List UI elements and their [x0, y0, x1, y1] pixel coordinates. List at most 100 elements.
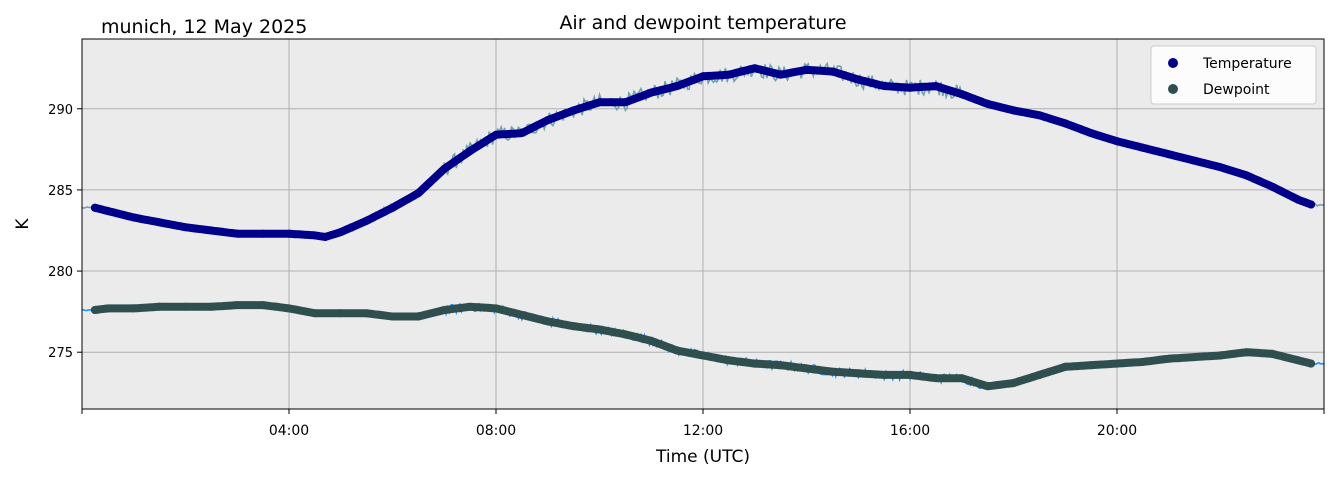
data-point-temperature [1164, 150, 1173, 159]
data-point-dewpoint [1294, 356, 1303, 365]
data-point-temperature [336, 228, 345, 237]
data-point-dewpoint [285, 304, 293, 313]
data-point-temperature [517, 129, 526, 138]
data-point-dewpoint [595, 325, 604, 334]
data-point-dewpoint [1268, 349, 1277, 358]
y-tick-label: 280 [48, 265, 73, 280]
data-point-dewpoint [310, 309, 319, 318]
data-point-temperature [595, 98, 604, 107]
data-point-temperature [1061, 119, 1070, 128]
data-point-temperature [207, 226, 216, 235]
data-point-temperature [983, 99, 992, 108]
data-point-dewpoint [673, 346, 682, 355]
x-axis-ticks: 04:00 08:00 12:00 16:00 20:00 [81, 409, 1325, 439]
data-point-temperature [957, 90, 966, 99]
y-axis-label: K [13, 218, 33, 230]
location-date-label: munich, 12 May 2025 [101, 16, 307, 38]
data-point-dewpoint [414, 312, 423, 321]
legend-box [1150, 45, 1317, 105]
data-point-dewpoint [543, 317, 552, 326]
data-point-temperature [802, 65, 811, 74]
data-point-dewpoint [569, 322, 578, 331]
data-point-temperature [1242, 171, 1251, 180]
data-point-dewpoint [906, 370, 914, 379]
data-point-dewpoint [880, 370, 889, 379]
data-point-dewpoint [983, 382, 992, 391]
data-point-dewpoint [336, 309, 345, 318]
data-point-temperature [828, 67, 837, 76]
x-tick-label: 08:00 [476, 423, 516, 439]
data-point-temperature [1216, 163, 1225, 172]
data-point-dewpoint [854, 369, 863, 378]
data-point-dewpoint [1190, 353, 1199, 362]
data-point-dewpoint [1087, 361, 1096, 370]
series-markers [90, 64, 1316, 391]
data-point-temperature [181, 223, 190, 232]
data-point-temperature [1113, 137, 1121, 146]
data-point-temperature [129, 213, 138, 222]
legend: Temperature Dewpoint [1150, 45, 1317, 105]
data-point-temperature [90, 203, 99, 212]
data-point-dewpoint [750, 359, 759, 368]
data-point-temperature [440, 164, 449, 173]
legend-marker-temperature [1168, 58, 1178, 68]
data-point-dewpoint [1164, 354, 1173, 363]
data-point-temperature [388, 203, 397, 212]
x-tick-label: 04:00 [269, 423, 309, 439]
y-axis-ticks: 275 280 285 290 [48, 103, 82, 361]
data-point-dewpoint [1009, 379, 1018, 387]
data-point-dewpoint [957, 374, 966, 383]
data-point-dewpoint [181, 302, 190, 311]
data-point-temperature [1138, 143, 1147, 152]
data-point-temperature [750, 64, 759, 73]
data-point-temperature [1035, 111, 1044, 120]
data-point-dewpoint [207, 302, 216, 311]
data-point-dewpoint [931, 374, 940, 383]
data-point-dewpoint [155, 302, 164, 311]
data-point-temperature [1268, 182, 1277, 191]
data-point-dewpoint [647, 336, 656, 345]
data-point-dewpoint [1113, 359, 1121, 368]
data-point-dewpoint [90, 306, 99, 314]
data-point-dewpoint [1035, 370, 1044, 379]
data-point-dewpoint [388, 312, 397, 321]
data-point-dewpoint [466, 302, 475, 311]
data-point-temperature [647, 88, 656, 97]
data-point-dewpoint [724, 356, 733, 365]
data-point-temperature [880, 82, 889, 91]
legend-label-dewpoint: Dewpoint [1203, 82, 1270, 98]
data-point-dewpoint [699, 351, 707, 360]
data-point-temperature [724, 70, 733, 79]
data-point-dewpoint [492, 304, 500, 313]
data-point-temperature [155, 218, 164, 227]
data-point-temperature [310, 231, 319, 240]
data-point-temperature [103, 207, 112, 215]
data-point-dewpoint [517, 310, 526, 319]
data-point-temperature [854, 75, 863, 84]
legend-label-temperature: Temperature [1202, 56, 1292, 72]
data-point-dewpoint [129, 304, 138, 313]
data-point-temperature [1087, 129, 1096, 138]
y-tick-label: 275 [48, 346, 73, 361]
data-point-temperature [285, 229, 293, 238]
x-axis-label: Time (UTC) [655, 447, 750, 467]
data-point-dewpoint [776, 361, 785, 370]
y-tick-label: 290 [48, 103, 73, 118]
data-point-dewpoint [103, 304, 112, 313]
data-point-dewpoint [440, 306, 449, 314]
data-point-temperature [906, 83, 914, 92]
x-tick-label: 16:00 [890, 423, 930, 439]
data-point-dewpoint [362, 309, 371, 318]
data-point-temperature [931, 82, 940, 91]
data-point-temperature [414, 189, 423, 198]
data-point-temperature [621, 98, 630, 107]
data-point-dewpoint [621, 330, 630, 339]
data-point-temperature [492, 130, 500, 139]
data-point-temperature [1307, 200, 1316, 209]
data-point-temperature [321, 233, 330, 241]
data-point-temperature [1294, 195, 1303, 204]
data-point-dewpoint [802, 364, 811, 373]
x-tick-label: 20:00 [1097, 423, 1137, 439]
data-point-temperature [1009, 106, 1018, 115]
